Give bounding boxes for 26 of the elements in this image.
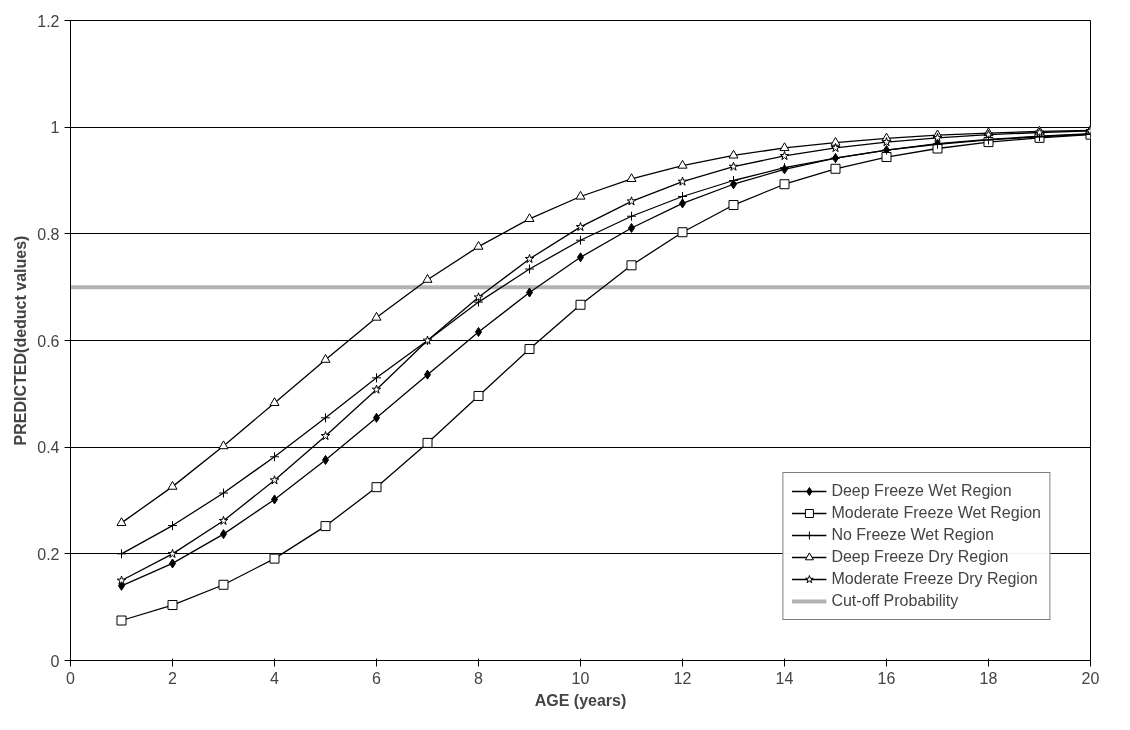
legend-label: Deep Freeze Wet Region [831,482,1012,500]
x-tick-label: 2 [168,669,178,687]
legend-label: Cut-off Probability [831,592,959,610]
y-axis-title: PREDICTED(deduct values) [12,235,30,446]
y-tick-label: 0.2 [37,545,60,563]
y-tick-label: 1.2 [37,12,60,30]
x-tick-label: 4 [270,669,280,687]
x-axis-title: AGE (years) [534,691,627,709]
y-tick-label: 0 [50,652,60,670]
y-tick-label: 0.6 [37,332,60,350]
legend-label: Deep Freeze Dry Region [831,548,1009,566]
legend-label: Moderate Freeze Dry Region [831,570,1038,588]
x-tick-label: 8 [474,669,484,687]
x-tick-label: 12 [673,669,692,687]
x-tick-label: 18 [979,669,998,687]
x-tick-label: 6 [372,669,382,687]
x-tick-label: 20 [1081,669,1100,687]
y-tick-label: 1 [50,119,60,137]
legend-label: Moderate Freeze Wet Region [831,504,1041,522]
y-tick-label: 0.4 [37,439,60,457]
x-tick-label: 0 [66,669,76,687]
legend-label: No Freeze Wet Region [831,526,994,544]
y-tick-label: 0.8 [37,225,60,243]
x-tick-label: 14 [775,669,794,687]
x-tick-label: 16 [877,669,896,687]
x-tick-label: 10 [571,669,590,687]
